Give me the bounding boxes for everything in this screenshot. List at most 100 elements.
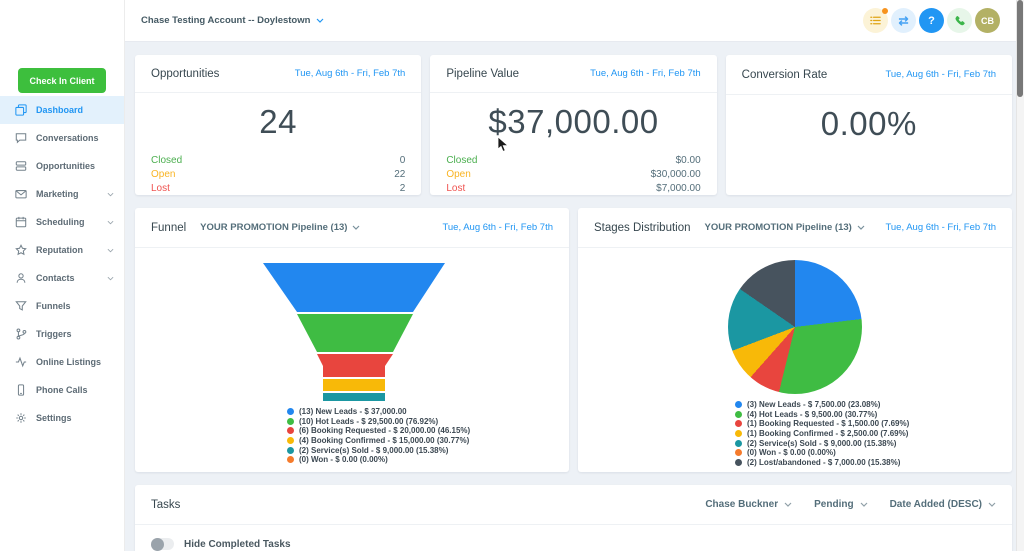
legend-dot bbox=[287, 417, 294, 425]
date-range-picker[interactable]: Tue, Aug 6th - Fri, Feb 7th bbox=[885, 222, 996, 233]
question-mark-icon: ? bbox=[928, 14, 935, 27]
tasks-card: Tasks Chase Buckner Pending Date Added (… bbox=[135, 485, 1012, 551]
legend-item: (3) New Leads - $ 7,500.00 (23.08%) bbox=[735, 400, 909, 410]
stat-value: 22 bbox=[394, 168, 406, 180]
hide-completed-toggle[interactable] bbox=[151, 537, 174, 551]
legend-item: (0) Won - $ 0.00 (0.00%) bbox=[735, 448, 909, 458]
assignee-filter[interactable]: Chase Buckner bbox=[705, 499, 792, 510]
stat-line: Open 22 bbox=[135, 167, 421, 181]
sidebar-item-opportunities[interactable]: Opportunities bbox=[0, 152, 124, 180]
account-selector-label: Chase Testing Account -- Doylestown bbox=[141, 15, 311, 26]
sidebar-item-label: Dashboard bbox=[36, 105, 84, 115]
date-range-picker[interactable]: Tue, Aug 6th - Fri, Feb 7th bbox=[442, 222, 553, 233]
stages-distribution-card: Stages Distribution YOUR PROMOTION Pipel… bbox=[578, 208, 1012, 472]
legend-text: (13) New Leads - $ 37,000.00 bbox=[299, 407, 407, 417]
legend-text: (6) Booking Requested - $ 20,000.00 (46.… bbox=[299, 426, 471, 436]
sidebar-item-marketing[interactable]: Marketing bbox=[0, 180, 124, 208]
sidebar-item-scheduling[interactable]: Scheduling bbox=[0, 208, 124, 236]
star-icon bbox=[14, 243, 27, 257]
sidebar-item-label: Settings bbox=[36, 413, 72, 423]
chevron-down-icon bbox=[988, 502, 996, 507]
opportunities-count: 24 bbox=[259, 103, 298, 140]
scrollbar-thumb[interactable] bbox=[1017, 0, 1023, 97]
pipeline-selector[interactable]: YOUR PROMOTION Pipeline (13) bbox=[200, 222, 360, 233]
sidebar-item-dashboard[interactable]: Dashboard bbox=[0, 96, 124, 124]
card-title: Stages Distribution bbox=[594, 221, 691, 234]
user-avatar[interactable]: CB bbox=[975, 8, 1000, 33]
pulse-icon bbox=[14, 355, 27, 369]
branch-icon bbox=[14, 327, 27, 341]
phone-button[interactable] bbox=[947, 8, 972, 33]
sidebar-item-conversations[interactable]: Conversations bbox=[0, 124, 124, 152]
funnel-card: Funnel YOUR PROMOTION Pipeline (13) Tue,… bbox=[135, 208, 569, 472]
date-range-picker[interactable]: Tue, Aug 6th - Fri, Feb 7th bbox=[590, 68, 701, 79]
stat-value: 2 bbox=[399, 182, 406, 194]
phone-icon bbox=[955, 15, 965, 25]
stages-legend: (3) New Leads - $ 7,500.00 (23.08%) (4) … bbox=[735, 400, 909, 467]
notification-dot bbox=[882, 8, 888, 14]
layers-icon bbox=[14, 159, 27, 173]
legend-item: (1) Booking Requested - $ 1,500.00 (7.69… bbox=[735, 419, 909, 429]
funnel-chart bbox=[263, 263, 445, 401]
chevron-down-icon bbox=[107, 220, 114, 225]
switch-account-button[interactable]: ⇄ bbox=[891, 8, 916, 33]
sidebar-item-label: Marketing bbox=[36, 189, 79, 199]
legend-dot bbox=[287, 408, 294, 416]
charts-row: Funnel YOUR PROMOTION Pipeline (13) Tue,… bbox=[135, 208, 1012, 472]
sidebar-item-funnels[interactable]: Funnels bbox=[0, 292, 124, 320]
pipeline-value-amount: $37,000.00 bbox=[488, 103, 659, 140]
stat-line: Closed $0.00 bbox=[430, 153, 716, 167]
sidebar-item-reputation[interactable]: Reputation bbox=[0, 236, 124, 264]
sidebar-item-label: Triggers bbox=[36, 329, 72, 339]
stat-line: Open $30,000.00 bbox=[430, 167, 716, 181]
legend-item: (1) Booking Confirmed - $ 2,500.00 (7.69… bbox=[735, 429, 909, 439]
date-range-picker[interactable]: Tue, Aug 6th - Fri, Feb 7th bbox=[885, 69, 996, 80]
sidebar-item-label: Contacts bbox=[36, 273, 75, 283]
legend-item: (6) Booking Requested - $ 20,000.00 (46.… bbox=[287, 426, 470, 436]
check-in-client-button[interactable]: Check In Client bbox=[18, 68, 106, 93]
stat-label: Closed bbox=[446, 154, 478, 166]
chevron-down-icon bbox=[107, 192, 114, 197]
pipeline-selector[interactable]: YOUR PROMOTION Pipeline (13) bbox=[705, 222, 865, 233]
sidebar-item-phone-calls[interactable]: Phone Calls bbox=[0, 376, 124, 404]
card-title: Pipeline Value bbox=[446, 67, 520, 80]
sidebar-item-online-listings[interactable]: Online Listings bbox=[0, 348, 124, 376]
help-button[interactable]: ? bbox=[919, 8, 944, 33]
sidebar-item-label: Scheduling bbox=[36, 217, 85, 227]
sidebar-item-label: Phone Calls bbox=[36, 385, 88, 395]
status-filter-label: Pending bbox=[814, 499, 854, 510]
sort-filter[interactable]: Date Added (DESC) bbox=[890, 499, 996, 510]
page-scrollbar[interactable] bbox=[1016, 0, 1024, 551]
legend-text: (2) Service(s) Sold - $ 9,000.00 (15.38%… bbox=[747, 438, 897, 448]
envelope-icon bbox=[14, 187, 27, 201]
task-list-button[interactable] bbox=[863, 8, 888, 33]
hide-completed-label: Hide Completed Tasks bbox=[184, 538, 291, 550]
sort-filter-label: Date Added (DESC) bbox=[889, 499, 982, 510]
stat-label: Closed bbox=[151, 154, 183, 166]
gear-icon bbox=[14, 411, 27, 425]
legend-dot bbox=[287, 456, 294, 464]
chevron-down-icon bbox=[107, 276, 114, 281]
chevron-down-icon bbox=[857, 225, 865, 230]
tasks-filters: Chase Buckner Pending Date Added (DESC) bbox=[705, 499, 996, 510]
account-selector[interactable]: Chase Testing Account -- Doylestown bbox=[141, 15, 324, 26]
legend-text: (0) Won - $ 0.00 (0.00%) bbox=[299, 455, 388, 465]
status-filter[interactable]: Pending bbox=[814, 499, 868, 510]
legend-item: (2) Service(s) Sold - $ 9,000.00 (15.38%… bbox=[287, 445, 470, 455]
legend-text: (4) Booking Confirmed - $ 15,000.00 (30.… bbox=[299, 436, 470, 446]
person-icon bbox=[14, 271, 27, 285]
legend-item: (2) Service(s) Sold - $ 9,000.00 (15.38%… bbox=[735, 438, 909, 448]
sidebar-item-label: Funnels bbox=[36, 301, 71, 311]
card-title: Opportunities bbox=[151, 67, 220, 80]
legend-dot bbox=[287, 427, 294, 435]
legend-item: (0) Won - $ 0.00 (0.00%) bbox=[287, 455, 470, 465]
stat-value: $0.00 bbox=[675, 154, 701, 166]
sidebar-item-settings[interactable]: Settings bbox=[0, 404, 124, 432]
sidebar: Check In Client Dashboard Conversations … bbox=[0, 0, 125, 551]
stat-line: Lost 2 bbox=[135, 181, 421, 195]
date-range-picker[interactable]: Tue, Aug 6th - Fri, Feb 7th bbox=[294, 68, 406, 79]
stat-line: Lost $7,000.00 bbox=[430, 181, 716, 195]
sidebar-item-triggers[interactable]: Triggers bbox=[0, 320, 124, 348]
sidebar-item-contacts[interactable]: Contacts bbox=[0, 264, 124, 292]
chat-bubble-icon bbox=[14, 131, 27, 145]
